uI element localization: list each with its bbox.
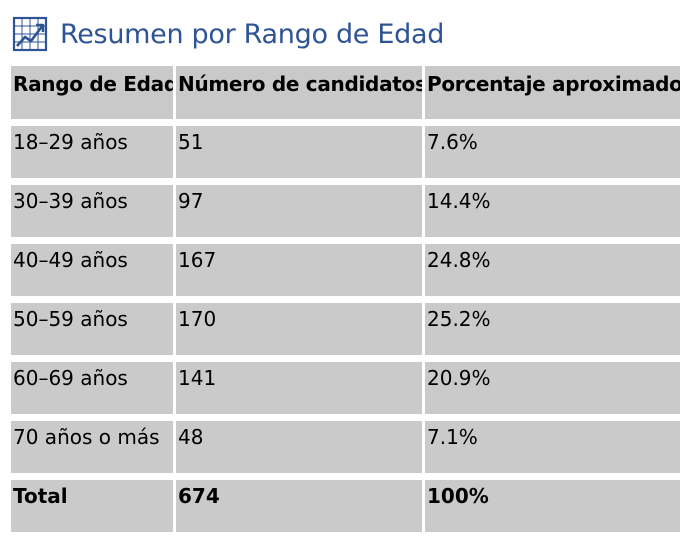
table-cell-percentage: 24.8% (425, 244, 680, 296)
table-cell-age-range: 30–39 años (11, 185, 173, 237)
table-cell-age-range: 18–29 años (11, 126, 173, 178)
page-heading: Resumen por Rango de Edad (12, 14, 444, 54)
table-cell-percentage: 20.9% (425, 362, 680, 414)
table-cell-age-range: 50–59 años (11, 303, 173, 355)
table-cell-age-range: 70 años o más (11, 421, 173, 473)
table-cell-candidates: 48 (176, 421, 422, 473)
table-cell-candidates: 97 (176, 185, 422, 237)
table-cell-candidates: 51 (176, 126, 422, 178)
row-separator (11, 119, 680, 126)
total-candidates: 674 (176, 480, 422, 532)
table-cell-candidates: 170 (176, 303, 422, 355)
row-separator (11, 473, 680, 480)
row-separator (11, 237, 680, 244)
column-header-candidates: Número de candidatos (176, 66, 422, 119)
row-separator (11, 355, 680, 362)
table-cell-age-range: 40–49 años (11, 244, 173, 296)
table-cell-candidates: 141 (176, 362, 422, 414)
row-separator (11, 296, 680, 303)
column-header-percentage: Porcentaje aproximado (425, 66, 680, 119)
row-separator (11, 178, 680, 185)
table-cell-percentage: 25.2% (425, 303, 680, 355)
table-cell-percentage: 7.6% (425, 126, 680, 178)
page-title: Resumen por Rango de Edad (60, 18, 445, 50)
table-cell-age-range: 60–69 años (11, 362, 173, 414)
total-percentage: 100% (425, 480, 680, 532)
age-range-table: Rango de Edad Número de candidatos Porce… (11, 66, 680, 532)
table-cell-percentage: 7.1% (425, 421, 680, 473)
column-header-age-range: Rango de Edad (11, 66, 173, 119)
table-cell-candidates: 167 (176, 244, 422, 296)
row-separator (11, 414, 680, 421)
table-cell-percentage: 14.4% (425, 185, 680, 237)
line-chart-icon (12, 16, 48, 52)
total-label: Total (11, 480, 173, 532)
